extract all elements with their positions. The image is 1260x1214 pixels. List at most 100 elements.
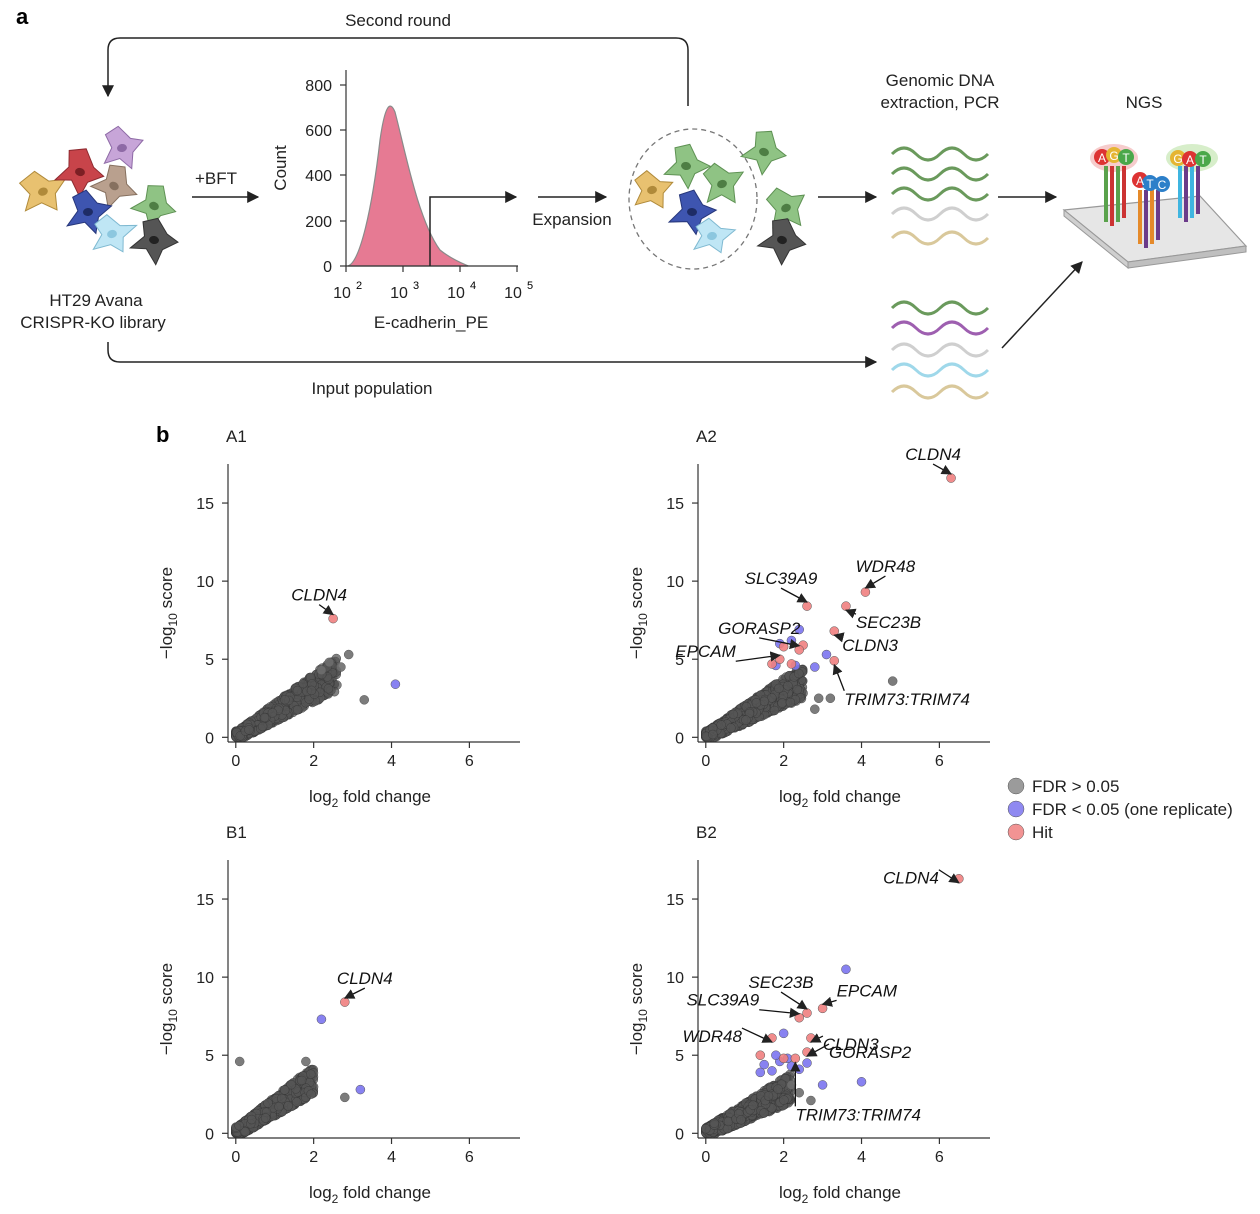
legend-swatch [1007, 777, 1025, 795]
data-point [802, 601, 812, 611]
scatter-plot-a1: A1 0 2 4 6 0 5 10 15 log2 fold change −log10 score… [157, 427, 520, 810]
gene-label: CLDN3 [842, 636, 898, 655]
gray-point [773, 1084, 783, 1094]
data-point [767, 659, 777, 669]
gene-label: SLC39A9 [745, 569, 818, 588]
y-tick-label: 5 [675, 652, 684, 669]
sorted-population-outline [628, 128, 758, 270]
data-point [316, 665, 327, 675]
gene-label: SLC39A9 [686, 991, 759, 1010]
series-fdr-0-05-one-replicate- [755, 964, 867, 1090]
y-tick-label: 10 [196, 970, 214, 987]
annotation-arrow [806, 1043, 830, 1057]
base-letter: G [1173, 152, 1182, 166]
annotation-arrow [821, 996, 837, 1007]
y-tick-label: 15 [196, 496, 214, 513]
dna-wave [890, 342, 990, 358]
gray-point [763, 1091, 774, 1101]
x-axis-label: log2 fold change [779, 787, 901, 810]
gray-point [726, 723, 736, 733]
x-tick-label: 0 [701, 753, 710, 770]
data-point [887, 676, 898, 686]
base-letter: T [1122, 151, 1130, 165]
y-tick-label: 15 [666, 892, 684, 909]
gray-point [769, 705, 780, 716]
gray-point [716, 720, 726, 730]
x-tick-label: 6 [465, 753, 474, 770]
histogram-xtick-base: 10 [390, 285, 408, 302]
cluster-left: A G T [1090, 144, 1138, 226]
histogram-xtick-exp: 4 [470, 280, 476, 292]
gene-label: GORASP2 [718, 619, 801, 638]
gray-point [736, 1115, 746, 1125]
histogram-distribution [347, 105, 469, 267]
histogram-ytick-label: 200 [305, 214, 332, 231]
gray-point [257, 721, 268, 732]
gray-point [260, 1113, 271, 1123]
x-tick-label: 4 [857, 1149, 866, 1166]
y-axis-label: −log10 score [157, 963, 180, 1055]
legend-item-fdr-lt: FDR < 0.05 (one replicate) [1007, 800, 1233, 819]
data-point [841, 964, 851, 975]
data-point [794, 1087, 804, 1098]
annotation-arrow [809, 1033, 824, 1043]
ngs-label: NGS [1126, 93, 1163, 112]
data-point [813, 693, 824, 704]
expansion-label: Expansion [532, 210, 611, 229]
data-point [328, 613, 338, 624]
ngs-flowcell-icon: A G T A T C G A T [1062, 144, 1248, 270]
gene-label: CLDN3 [823, 1035, 879, 1054]
histogram-xtick-exp: 3 [413, 280, 419, 292]
histogram-ytick-label: 400 [305, 168, 332, 185]
gray-point [785, 697, 796, 708]
data-point [340, 1092, 350, 1103]
gray-point [306, 685, 317, 696]
data-point [829, 656, 840, 666]
annotation-arrow [832, 663, 845, 692]
gray-point [728, 709, 738, 720]
panel-b: b A1 0 2 4 6 0 5 10 15 log2 fold change −log10 sco… [156, 422, 1233, 1206]
data-point [794, 1064, 804, 1075]
gray-point-cloud [231, 653, 342, 742]
x-axis-label: log2 fold change [309, 1183, 431, 1206]
histogram-ytick-600: 600 [305, 123, 346, 140]
x-tick-label: 0 [231, 753, 240, 770]
x-tick-label: 4 [387, 753, 396, 770]
series-fdr-0-05 [234, 1056, 350, 1103]
gray-point [244, 725, 254, 735]
legend-swatch [1007, 800, 1025, 818]
sort-gate-arrow [429, 191, 518, 266]
dna-wave [890, 206, 990, 222]
series-fdr-0-05-one-replicate- [390, 679, 401, 689]
data-point [946, 473, 956, 483]
y-tick-label: 15 [666, 496, 684, 513]
second-round-label: Second round [345, 11, 451, 30]
data-point [786, 659, 797, 669]
y-tick-label: 15 [196, 892, 214, 909]
cluster-right: G A T [1166, 144, 1218, 222]
annotation-arrow [864, 575, 886, 589]
annotation-arrow [844, 608, 857, 619]
gray-point [280, 694, 290, 705]
annotation-arrow [780, 587, 808, 603]
plot-title: A1 [226, 427, 247, 446]
gray-point [792, 684, 802, 695]
gray-point [292, 705, 303, 715]
x-tick-label: 6 [935, 1149, 944, 1166]
gray-point [279, 1085, 290, 1095]
data-point [860, 587, 871, 597]
gene-label: CLDN4 [905, 445, 961, 464]
annotation-arrow [343, 987, 366, 999]
data-point [316, 1014, 327, 1025]
histogram-xtick-base: 10 [333, 285, 351, 302]
base-letter: T [1199, 153, 1207, 167]
data-point [790, 1053, 801, 1064]
plot-title: B2 [696, 823, 717, 842]
y-axis-label: −log10 score [627, 567, 650, 659]
x-tick-label: 6 [935, 753, 944, 770]
histogram-xtick-base: 10 [504, 285, 522, 302]
input-population-label: Input population [312, 379, 433, 398]
plot-title: B1 [226, 823, 247, 842]
gene-label: CLDN4 [337, 969, 393, 988]
x-tick-label: 2 [779, 1149, 788, 1166]
